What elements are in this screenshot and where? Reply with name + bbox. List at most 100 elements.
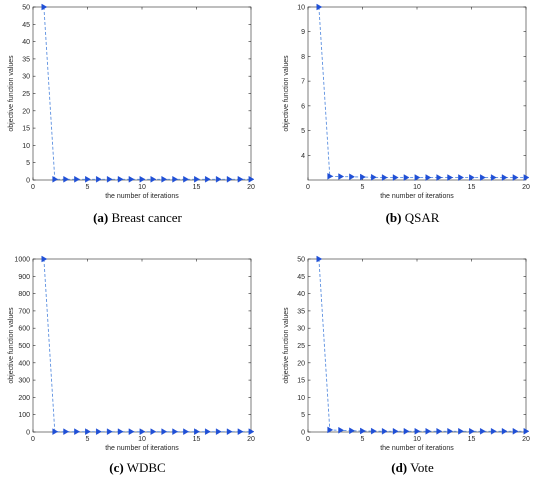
x-tick-label: 0 [306, 184, 310, 191]
data-point-marker [139, 175, 146, 183]
data-point-marker [349, 427, 356, 435]
y-tick-label: 1000 [14, 257, 30, 264]
data-point-marker [447, 427, 454, 435]
y-axis-label: objective function values [283, 307, 290, 384]
data-point-marker [85, 175, 91, 183]
plot-frame [307, 258, 527, 433]
x-tick-label: 15 [193, 436, 201, 443]
data-point-marker [128, 428, 135, 436]
y-tick-label: 20 [297, 360, 305, 367]
caption-vote: (d) Vote [275, 460, 550, 476]
x-tick-label: 20 [522, 436, 530, 443]
x-tick-label: 5 [86, 436, 90, 443]
data-point-marker [414, 174, 421, 181]
data-point-marker [370, 427, 377, 435]
x-tick-label: 20 [247, 436, 255, 443]
y-tick-label: 15 [297, 378, 305, 385]
data-point-marker [74, 175, 81, 183]
caption-breast-cancer: (a) Breast cancer [0, 210, 275, 226]
y-tick-label: 50 [22, 5, 30, 12]
data-point-marker [512, 174, 519, 181]
data-point-marker [117, 175, 124, 183]
x-tick-label: 5 [86, 184, 90, 191]
data-point-marker [381, 174, 388, 181]
data-point-marker [194, 175, 200, 183]
caption-text: QSAR [404, 210, 440, 225]
data-point-marker [523, 174, 530, 181]
data-point-marker [392, 174, 399, 181]
y-tick-label: 20 [22, 108, 30, 115]
data-point-marker [183, 175, 190, 183]
data-point-marker [215, 175, 222, 183]
x-tick-label: 10 [413, 184, 421, 191]
data-point-marker [161, 175, 168, 183]
data-point-marker [403, 174, 410, 181]
x-tick-label: 10 [413, 436, 421, 443]
data-point-marker [172, 175, 179, 183]
caption-text: Vote [410, 460, 434, 475]
chart-qsar: 0 5 10 15 20 4 5 6 7 8 9 10 the number of iterations… [283, 3, 530, 200]
caption-text: WDBC [126, 460, 166, 475]
data-point-marker [41, 3, 48, 11]
caption-wdbc: (c) WDBC [0, 460, 275, 476]
y-tick-label: 200 [18, 395, 30, 402]
x-tick-label: 15 [468, 184, 476, 191]
chart-breast-cancer: 0 5 10 15 20 0 5 10 15 20 25 30 35 40 45 50 the number o… [8, 3, 255, 200]
data-point-marker [436, 174, 443, 181]
data-point-marker [237, 428, 244, 436]
caption-tag: (c) [109, 460, 124, 475]
y-tick-label: 35 [22, 56, 30, 63]
data-point-marker [63, 428, 70, 436]
x-tick-label: 20 [522, 184, 530, 191]
data-point-marker [248, 428, 255, 436]
data-point-marker [479, 427, 486, 435]
y-tick-label: 300 [18, 378, 30, 385]
x-axis-label: the number of iterations [380, 193, 454, 200]
caption-tag: (d) [391, 460, 408, 475]
data-point-marker [316, 3, 323, 11]
data-point-marker [52, 175, 59, 183]
data-point-marker [501, 427, 508, 435]
data-point-marker [403, 427, 410, 435]
data-point-marker [204, 428, 211, 436]
data-point-marker [161, 428, 168, 436]
data-point-marker [128, 175, 135, 183]
data-point-marker [414, 427, 421, 435]
y-tick-label: 400 [18, 360, 30, 367]
data-point-marker [327, 426, 334, 434]
y-tick-label: 30 [22, 74, 30, 81]
y-tick-label: 100 [18, 412, 30, 419]
data-point-marker [106, 428, 113, 436]
data-point-marker [85, 428, 91, 436]
x-axis-label: the number of iterations [105, 193, 179, 200]
data-point-marker [360, 427, 366, 435]
y-tick-label: 0 [301, 430, 305, 437]
data-point-marker [392, 427, 399, 435]
y-tick-label: 900 [18, 274, 30, 281]
y-tick-label: 10 [297, 395, 305, 402]
plot-frame [32, 258, 252, 433]
y-tick-label: 15 [22, 126, 30, 133]
data-point-marker [215, 428, 222, 436]
data-point-marker [63, 175, 70, 183]
plot-frame [307, 6, 527, 181]
y-tick-label: 40 [22, 39, 30, 46]
data-point-marker [194, 428, 200, 436]
data-point-marker [248, 175, 255, 183]
caption-qsar: (b) QSAR [275, 210, 550, 226]
y-tick-label: 10 [22, 143, 30, 150]
plot-frame [32, 6, 252, 181]
x-tick-label: 5 [361, 184, 365, 191]
data-point-marker [512, 427, 519, 435]
y-tick-label: 50 [297, 257, 305, 264]
data-point-marker [360, 173, 366, 181]
x-tick-label: 15 [193, 184, 201, 191]
y-tick-label: 800 [18, 291, 30, 298]
y-tick-label: 35 [297, 308, 305, 315]
y-tick-label: 6 [301, 103, 305, 110]
data-point-marker [117, 428, 124, 436]
data-point-marker [237, 175, 244, 183]
y-tick-label: 25 [22, 91, 30, 98]
data-point-marker [425, 427, 432, 435]
